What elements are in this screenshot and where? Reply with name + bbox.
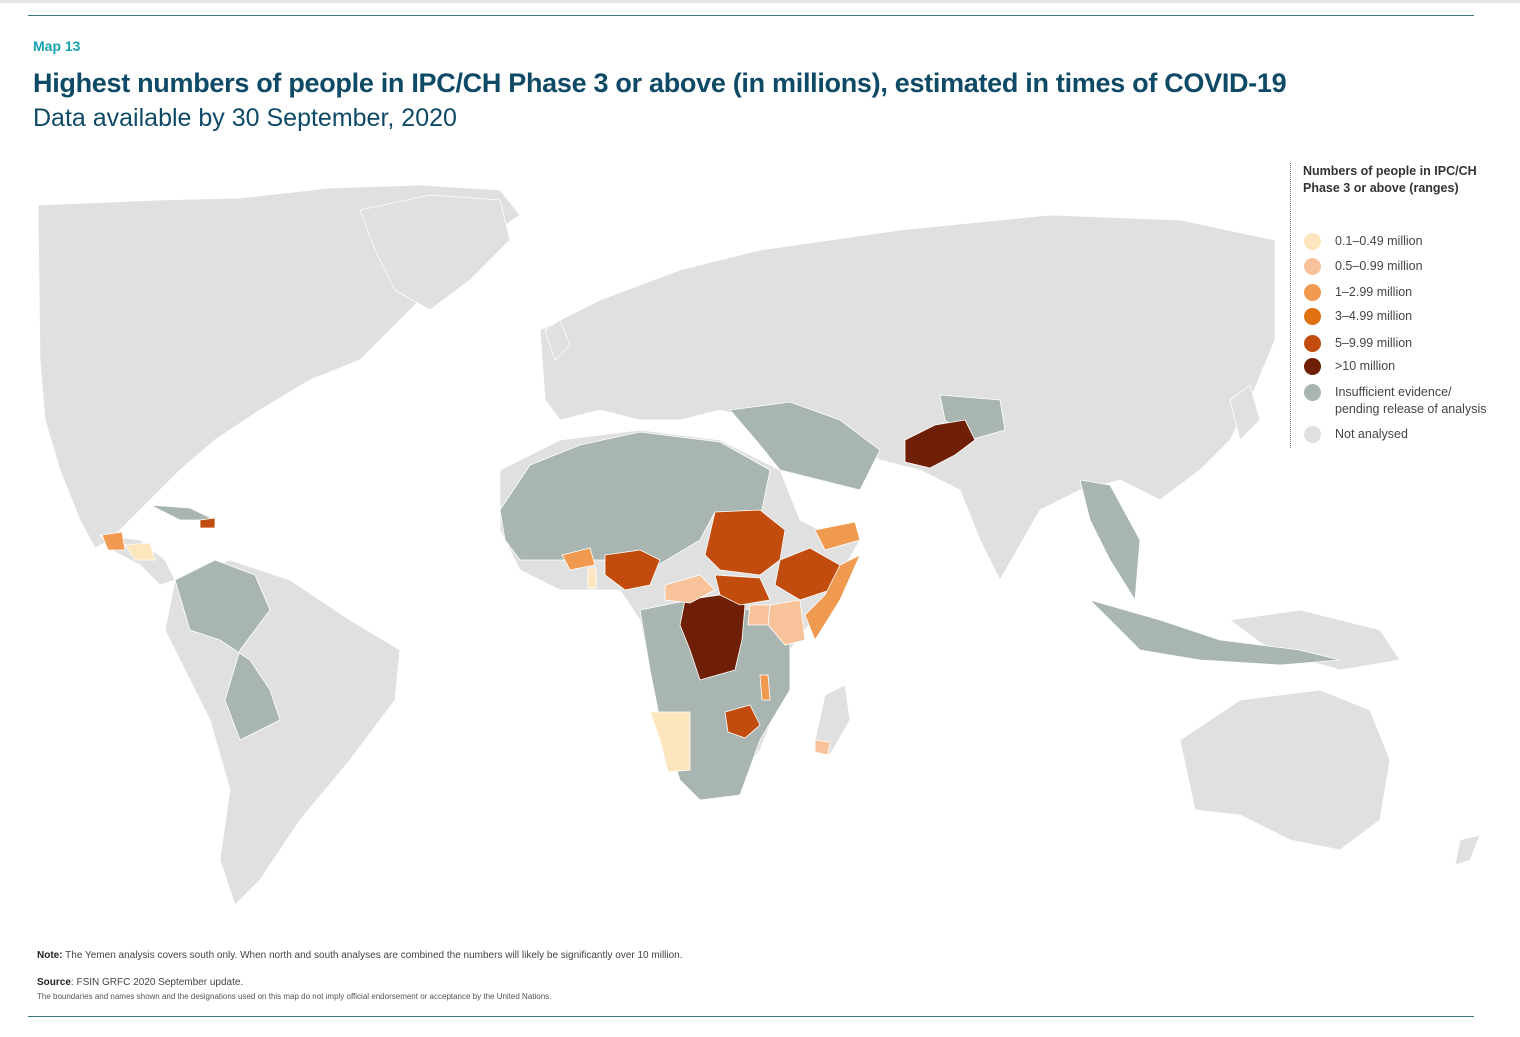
yemen-region [814, 521, 861, 551]
top-edge [0, 0, 1520, 3]
legend-label: Insufficient evidence/ pending release o… [1335, 385, 1487, 416]
car-region [664, 574, 716, 604]
burkina-faso-region [561, 547, 596, 571]
legend-label: 0.5–0.99 million [1335, 259, 1423, 273]
eurasia-land [539, 214, 1276, 581]
indonesia-insufficient [1088, 599, 1341, 666]
note-label: Note: [37, 950, 63, 961]
legend-label: 1–2.99 million [1335, 285, 1413, 299]
southern-madagascar-region [814, 739, 831, 756]
legend-label: 5–9.99 million [1335, 336, 1413, 350]
legend-swatch [1304, 233, 1321, 250]
legend-item-insufficient: Insufficient evidence/ pending release o… [1304, 384, 1505, 418]
afghanistan-region [904, 419, 976, 469]
sierra-leone-region [587, 567, 597, 589]
uk-land [544, 319, 571, 361]
world-map [37, 184, 1481, 906]
new-zealand-land [1454, 834, 1481, 866]
note-text: The Yemen analysis covers south only. Wh… [62, 950, 683, 961]
nigeria-region [604, 549, 661, 591]
legend-item-range-1: 0.1–0.49 million [1304, 233, 1505, 250]
legend-item-range-6: >10 million [1304, 358, 1505, 375]
map-label: Map 13 [33, 38, 81, 54]
top-rule [28, 15, 1474, 16]
legend-title: Numbers of people in IPC/CH Phase 3 or a… [1303, 164, 1477, 195]
legend-swatch [1304, 308, 1321, 325]
source-text: : FSIN GRFC 2020 September update. [70, 977, 244, 988]
honduras-region [124, 542, 156, 561]
greenland-land [359, 194, 511, 311]
legend-divider [1290, 163, 1291, 448]
legend-label: 3–4.99 million [1335, 309, 1413, 323]
legend-item-range-4: 3–4.99 million [1304, 308, 1505, 325]
footnote: Note: The Yemen analysis covers south on… [37, 950, 683, 961]
legend-item-range-3: 1–2.99 million [1304, 284, 1505, 301]
map-subtitle: Data available by 30 September, 2020 [33, 104, 457, 132]
madagascar-land [814, 684, 851, 756]
guatemala-region [101, 531, 126, 551]
south-america-land [164, 559, 401, 906]
legend-swatch [1304, 335, 1321, 352]
legend-swatch [1304, 284, 1321, 301]
zimbabwe-region [724, 704, 761, 739]
source: Source: FSIN GRFC 2020 September update. [37, 977, 243, 988]
legend-swatch [1304, 358, 1321, 375]
map-title: Highest numbers of people in IPC/CH Phas… [33, 68, 1287, 98]
australia-land [1179, 689, 1391, 851]
legend-swatch [1304, 258, 1321, 275]
disclaimer: The boundaries and names shown and the d… [37, 992, 552, 1001]
source-label: Source [37, 977, 71, 988]
caribbean-insufficient [149, 504, 216, 521]
legend-item-not-analysed: Not analysed [1304, 426, 1505, 443]
sudan-region [704, 509, 786, 576]
legend-label: >10 million [1335, 359, 1396, 373]
legend-swatch [1304, 426, 1321, 443]
haiti-region [199, 517, 216, 529]
japan-land [1229, 384, 1261, 441]
somalia-region [804, 554, 861, 641]
southeast-asia-insufficient [1079, 479, 1141, 602]
bottom-rule [28, 1016, 1474, 1017]
legend-item-range-2: 0.5–0.99 million [1304, 258, 1505, 275]
uganda-region [747, 604, 771, 626]
malawi-region [759, 674, 771, 701]
legend-label: 0.1–0.49 million [1335, 234, 1423, 248]
namibia-region [649, 711, 691, 773]
south-sudan-region [714, 574, 771, 606]
legend-item-range-5: 5–9.99 million [1304, 335, 1505, 352]
south-america-insufficient [174, 559, 281, 741]
legend-swatch [1304, 384, 1321, 401]
legend-label: Not analysed [1335, 427, 1408, 441]
middle-east-insufficient [729, 401, 881, 491]
